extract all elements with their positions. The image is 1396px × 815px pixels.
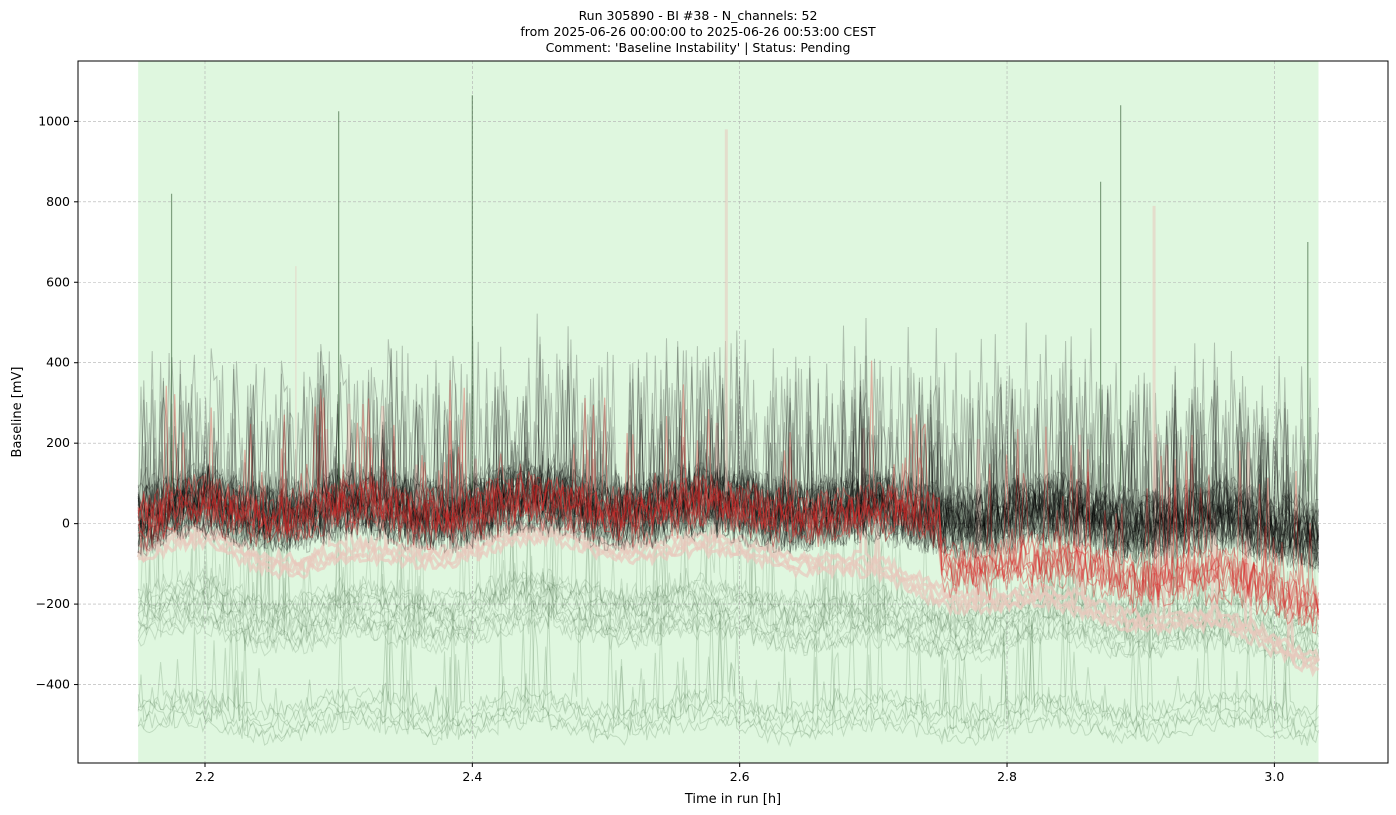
channel-line: [137, 339, 1319, 551]
lower-channel-line: [137, 503, 1319, 661]
lower-channel-line: [137, 489, 1319, 654]
y-tick-label: −200: [36, 596, 70, 611]
channel-line: [137, 346, 1319, 545]
lower-channel-line: [137, 510, 1319, 667]
channel-line: [137, 345, 1319, 560]
channel-line: [137, 341, 1319, 570]
outlier-channel-line: [137, 600, 1319, 730]
channel-line: [137, 351, 1319, 572]
chart-title-line-2: from 2025-06-26 00:00:00 to 2025-06-26 0…: [520, 24, 876, 39]
channel-line: [137, 334, 1319, 550]
channel-line: [137, 384, 1319, 569]
channel-line: [137, 343, 1319, 539]
y-tick-label: 200: [46, 435, 70, 450]
flagged-channel-line: [137, 394, 1320, 618]
flagged-faint-channel-line: [137, 422, 1320, 672]
outlier-channel-line: [137, 602, 1319, 719]
y-tick-label: 800: [46, 194, 70, 209]
channel-line: [137, 326, 1319, 550]
chart-title-line-1: Run 305890 - BI #38 - N_channels: 52: [578, 8, 818, 23]
channel-line: [137, 375, 1319, 562]
channel-line: [137, 344, 1319, 552]
channel-line: [137, 313, 1319, 536]
y-tick-label: 0: [62, 516, 70, 531]
y-axis-label: Baseline [mV]: [10, 367, 25, 458]
flagged-channel-line: [138, 379, 1320, 623]
y-tick-label: −400: [36, 677, 70, 692]
channel-line: [137, 378, 1319, 570]
y-tick-label: 400: [46, 355, 70, 370]
flagged-channel-line: [137, 415, 1320, 634]
channel-line: [137, 327, 1319, 541]
highlight-span: [138, 61, 1319, 763]
channel-line: [138, 363, 1319, 569]
channel-line: [137, 336, 1319, 546]
x-tick-label: 2.6: [730, 769, 750, 784]
channel-line: [137, 340, 1319, 548]
channel-line: [137, 352, 1319, 541]
y-tick-label: 1000: [38, 113, 70, 128]
channel-line: [137, 338, 1319, 542]
x-tick-label: 2.2: [195, 769, 215, 784]
channel-line: [137, 355, 1319, 556]
channel-line: [137, 346, 1319, 562]
chart-title-line-3: Comment: 'Baseline Instability' | Status…: [545, 40, 851, 55]
channel-line: [137, 378, 1319, 561]
x-tick-label: 2.8: [997, 769, 1017, 784]
lower-channel-line: [137, 479, 1319, 646]
channel-line: [137, 322, 1319, 544]
lower-channel-line: [137, 503, 1319, 647]
channel-line: [137, 358, 1319, 565]
channel-line: [137, 336, 1319, 569]
channel-line: [137, 334, 1319, 549]
plot-frame: [77, 60, 1389, 764]
outlier-channel-line: [137, 619, 1319, 748]
channel-line: [137, 344, 1319, 568]
channel-line: [137, 382, 1319, 574]
flagged-channel-line: [137, 360, 1320, 611]
outlier-channel-line: [137, 610, 1319, 736]
lower-channel-line: [137, 508, 1319, 652]
channel-line: [137, 359, 1319, 573]
lower-channel-line: [137, 519, 1319, 669]
channel-line: [137, 373, 1319, 570]
channel-line: [137, 317, 1319, 545]
x-tick-label: 3.0: [1264, 769, 1284, 784]
flagged-channel-line: [137, 384, 1320, 627]
channel-line: [137, 385, 1319, 570]
channel-line: [137, 346, 1319, 567]
x-axis-label: Time in run [h]: [684, 792, 781, 807]
flagged-channel-line: [137, 403, 1320, 614]
channel-line: [137, 360, 1319, 567]
flagged-channel-line: [137, 387, 1320, 626]
lower-channel-line: [138, 471, 1319, 623]
y-tick-label: 600: [46, 274, 70, 289]
outlier-channel-line: [137, 605, 1319, 741]
lower-channel-line: [137, 511, 1319, 660]
channel-line: [137, 369, 1319, 573]
channel-line: [137, 347, 1319, 540]
channel-line: [137, 330, 1319, 549]
channel-line: [137, 339, 1319, 549]
lower-channel-line: [137, 479, 1319, 624]
flagged-channel-line: [137, 398, 1320, 613]
flagged-faint-channel-line: [137, 458, 1320, 678]
outlier-channel-line: [138, 595, 1319, 725]
x-tick-label: 2.4: [462, 769, 482, 784]
